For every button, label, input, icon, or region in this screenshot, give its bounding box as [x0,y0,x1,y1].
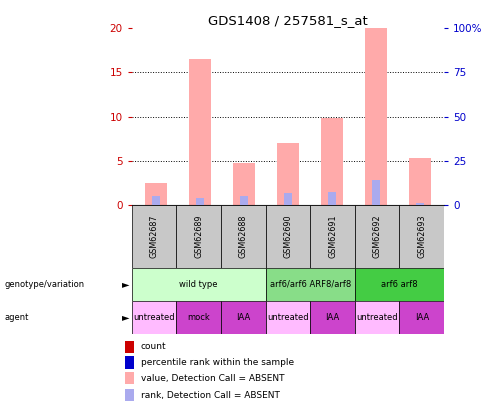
Text: genotype/variation: genotype/variation [5,280,85,289]
Bar [265,301,310,334]
Bar [409,158,431,205]
Bar [355,301,400,334]
Bar [284,194,292,205]
Text: GSM62688: GSM62688 [239,215,248,258]
Bar [277,143,299,205]
Bar [125,389,134,401]
Bar [416,203,424,205]
Text: agent: agent [5,313,29,322]
Bar [152,196,160,205]
Bar [196,198,204,205]
Bar [372,180,380,205]
Bar [132,301,176,334]
Text: ►: ► [122,313,129,322]
Text: GSM62689: GSM62689 [194,215,203,258]
Bar [365,28,387,205]
Text: untreated: untreated [356,313,398,322]
Bar [321,118,343,205]
Bar [176,205,221,268]
Text: GSM62690: GSM62690 [284,215,292,258]
Bar [176,301,221,334]
Bar [400,301,444,334]
Bar [233,164,255,205]
Bar [240,196,248,205]
Title: GDS1408 / 257581_s_at: GDS1408 / 257581_s_at [208,14,368,27]
Bar [355,268,444,301]
Text: untreated: untreated [133,313,175,322]
Text: arf6/arf6 ARF8/arf8: arf6/arf6 ARF8/arf8 [269,280,351,289]
Text: IAA: IAA [415,313,429,322]
Bar [328,192,336,205]
Bar [125,372,134,384]
Bar [310,301,355,334]
Text: mock: mock [187,313,210,322]
Bar [132,268,265,301]
Text: IAA: IAA [325,313,340,322]
Text: untreated: untreated [267,313,309,322]
Bar [265,205,310,268]
Text: GSM62687: GSM62687 [149,215,159,258]
Bar [125,341,134,353]
Bar [400,205,444,268]
Text: GSM62692: GSM62692 [373,215,382,258]
Text: ►: ► [122,279,129,289]
Bar [132,205,176,268]
Text: arf6 arf8: arf6 arf8 [381,280,418,289]
Bar [221,205,265,268]
Bar [310,205,355,268]
Text: GSM62693: GSM62693 [417,215,427,258]
Text: count: count [141,342,166,352]
Text: percentile rank within the sample: percentile rank within the sample [141,358,294,367]
Bar [221,301,265,334]
Bar [125,356,134,369]
Bar [189,59,211,205]
Bar [355,205,400,268]
Text: GSM62691: GSM62691 [328,215,337,258]
Text: rank, Detection Call = ABSENT: rank, Detection Call = ABSENT [141,390,280,400]
Bar [145,183,167,205]
Text: IAA: IAA [236,313,250,322]
Text: wild type: wild type [180,280,218,289]
Text: value, Detection Call = ABSENT: value, Detection Call = ABSENT [141,373,284,383]
Bar [265,268,355,301]
